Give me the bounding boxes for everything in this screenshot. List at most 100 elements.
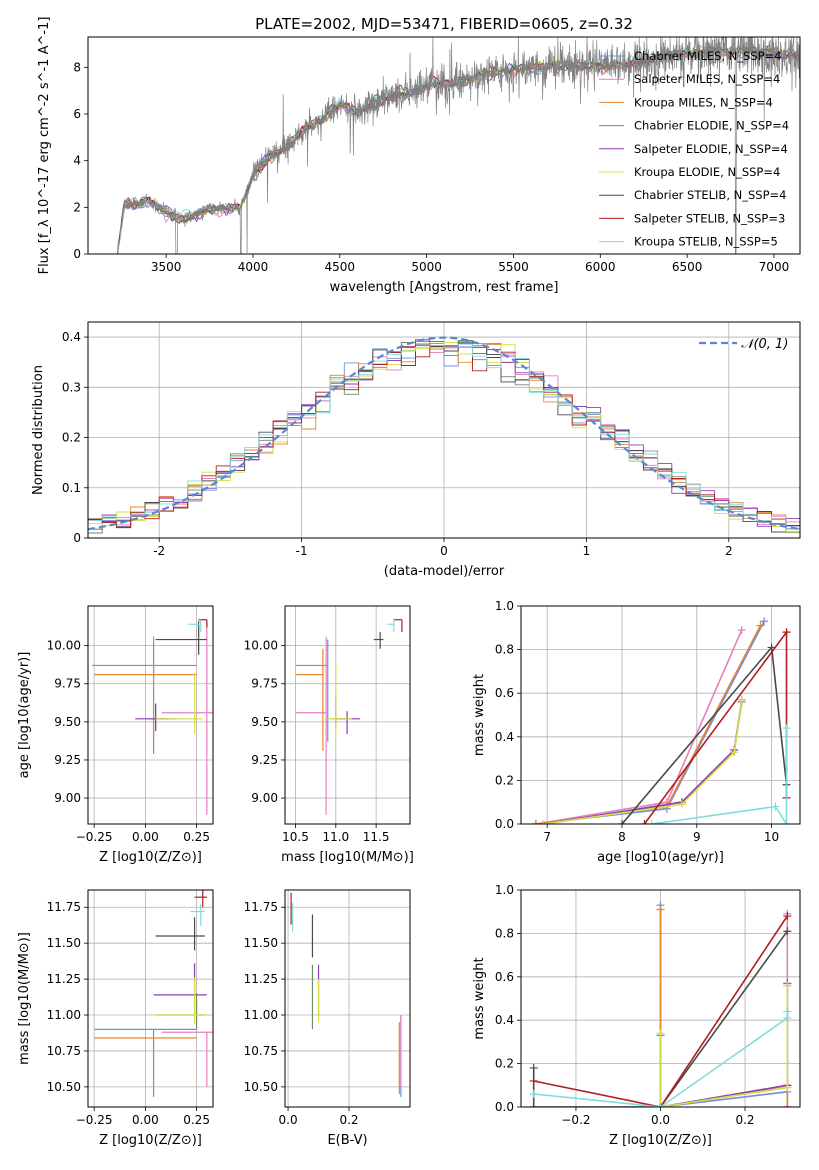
y-tick-label: 0.2 <box>495 1057 514 1071</box>
y-tick-label: 9.00 <box>251 791 278 805</box>
axes-frame <box>284 889 411 1108</box>
metallicity-mass-panel: −0.25 0.00 0.25 10.50 10.75 11.00 11.25 11.50 11… <box>17 889 214 1148</box>
y-tick-label: 10.75 <box>47 1044 81 1058</box>
axes-frame <box>87 889 214 1108</box>
weight-plot-area <box>531 617 791 824</box>
weight-point-marker <box>737 625 746 634</box>
legend-entry: Salpeter ELODIE, N_SSP=4 <box>634 142 788 156</box>
y-tick-label: 0.2 <box>495 773 514 787</box>
errorbar-plot-area <box>290 892 402 1097</box>
y-tick-label: 9.25 <box>251 753 278 767</box>
y-axis-label: mass weight <box>472 674 487 756</box>
weight-point-marker <box>647 820 656 824</box>
x-tick-label: 7000 <box>759 260 790 274</box>
x-tick-label: 10.5 <box>282 830 309 844</box>
x-axis-label: age [log10(age/yr)] <box>597 850 724 865</box>
weight-series-line <box>533 915 788 1107</box>
weight-point-marker <box>782 820 791 824</box>
y-tick-label: 0.6 <box>495 970 514 984</box>
x-tick-label: 0.25 <box>183 1113 210 1127</box>
y-tick-label: 10.00 <box>244 639 278 653</box>
weight-point-marker <box>539 820 548 824</box>
legend-entry: Chabrier MILES, N_SSP=4 <box>634 49 781 63</box>
x-tick-label: -2 <box>153 544 165 558</box>
weight-point-marker <box>783 1007 792 1016</box>
legend-entry: Chabrier STELIB, N_SSP=4 <box>634 188 786 202</box>
weight-point-marker <box>782 628 791 637</box>
weight-point-marker <box>783 1103 792 1107</box>
y-tick-label: 11.75 <box>244 900 278 914</box>
weight-point-marker <box>783 981 792 990</box>
x-tick-label: 2 <box>725 544 733 558</box>
legend-entry: Kroupa MILES, N_SSP=4 <box>634 95 773 109</box>
legend-entry: 𝒩(0, 1) <box>741 337 788 352</box>
x-tick-label: 6000 <box>585 260 616 274</box>
y-tick-label: 10.00 <box>47 639 81 653</box>
weight-point-marker <box>782 724 791 733</box>
y-axis-label: mass [log10(M/M⊙)] <box>17 932 32 1065</box>
y-tick-label: 10.75 <box>244 1044 278 1058</box>
x-tick-label: 5500 <box>498 260 529 274</box>
axes-frame <box>520 605 801 825</box>
y-tick-label: 9.50 <box>54 715 81 729</box>
y-tick-label: 10.50 <box>47 1080 81 1094</box>
x-tick-label: 5000 <box>411 260 442 274</box>
axes-frame <box>87 321 801 539</box>
y-tick-label: 0.6 <box>495 686 514 700</box>
x-tick-label: 0.2 <box>339 1113 358 1127</box>
x-tick-label: 4000 <box>238 260 269 274</box>
y-tick-label: 9.75 <box>54 677 81 691</box>
axes-frame <box>284 605 411 825</box>
y-tick-label: 0.4 <box>495 1013 514 1027</box>
y-tick-label: 11.00 <box>47 1008 81 1022</box>
weight-series-line <box>651 728 788 824</box>
histogram-plot-area <box>88 336 800 534</box>
weight-point-marker <box>783 927 792 936</box>
y-tick-label: 0.0 <box>495 1100 514 1114</box>
legend-entry: Kroupa STELIB, N_SSP=5 <box>634 235 778 249</box>
y-tick-label: 0.0 <box>495 817 514 831</box>
y-tick-label: 1.0 <box>495 883 514 897</box>
weight-series-line <box>659 985 789 1107</box>
y-tick-label: 9.00 <box>54 791 81 805</box>
x-tick-label: 4500 <box>325 260 356 274</box>
y-tick-label: 11.25 <box>244 972 278 986</box>
x-tick-label: 0.0 <box>651 1113 670 1127</box>
x-tick-label: 10 <box>764 830 779 844</box>
x-tick-label: 0.0 <box>279 1113 298 1127</box>
errorbar-plot-area <box>94 890 213 1097</box>
weight-point-marker <box>529 1076 538 1085</box>
y-tick-label: 11.25 <box>47 972 81 986</box>
weight-series-line <box>535 620 765 824</box>
y-tick-label: 0.4 <box>495 730 514 744</box>
errorbar-plot-area <box>92 619 213 815</box>
y-tick-label: 9.50 <box>251 715 278 729</box>
y-axis-label: mass weight <box>472 957 487 1039</box>
weight-point-marker <box>756 621 765 630</box>
y-tick-label: 11.00 <box>244 1008 278 1022</box>
errorbar-plot-area <box>295 618 403 815</box>
x-tick-label: 0 <box>440 544 448 558</box>
x-tick-label: 1 <box>583 544 591 558</box>
weight-point-marker <box>737 695 746 704</box>
x-tick-label: -1 <box>296 544 308 558</box>
observed-spectrum-line <box>117 37 800 254</box>
x-tick-label: −0.2 <box>561 1113 590 1127</box>
x-axis-label: Z [log10(Z/Z⊙)] <box>609 1133 712 1148</box>
x-axis-label: mass [log10(M/M⊙)] <box>281 850 414 865</box>
figure-title: PLATE=2002, MJD=53471, FIBERID=0605, z=0… <box>255 15 633 33</box>
weight-point-marker <box>656 1103 665 1107</box>
x-tick-label: 9 <box>693 830 701 844</box>
x-axis-label: Z [log10(Z/Z⊙)] <box>99 1133 202 1148</box>
x-tick-label: 11.0 <box>322 830 349 844</box>
x-tick-label: 0.2 <box>735 1113 754 1127</box>
weight-point-marker <box>771 802 780 811</box>
legend-entry: Chabrier ELODIE, N_SSP=4 <box>634 119 789 133</box>
weight-point-marker <box>617 820 626 824</box>
weight-series-line <box>660 983 789 1107</box>
weight-point-marker <box>656 1029 665 1038</box>
x-tick-label: 3500 <box>151 260 182 274</box>
x-axis-label: E(B-V) <box>327 1133 367 1148</box>
weight-series-line <box>535 629 743 824</box>
y-tick-label: 0.3 <box>62 380 81 394</box>
